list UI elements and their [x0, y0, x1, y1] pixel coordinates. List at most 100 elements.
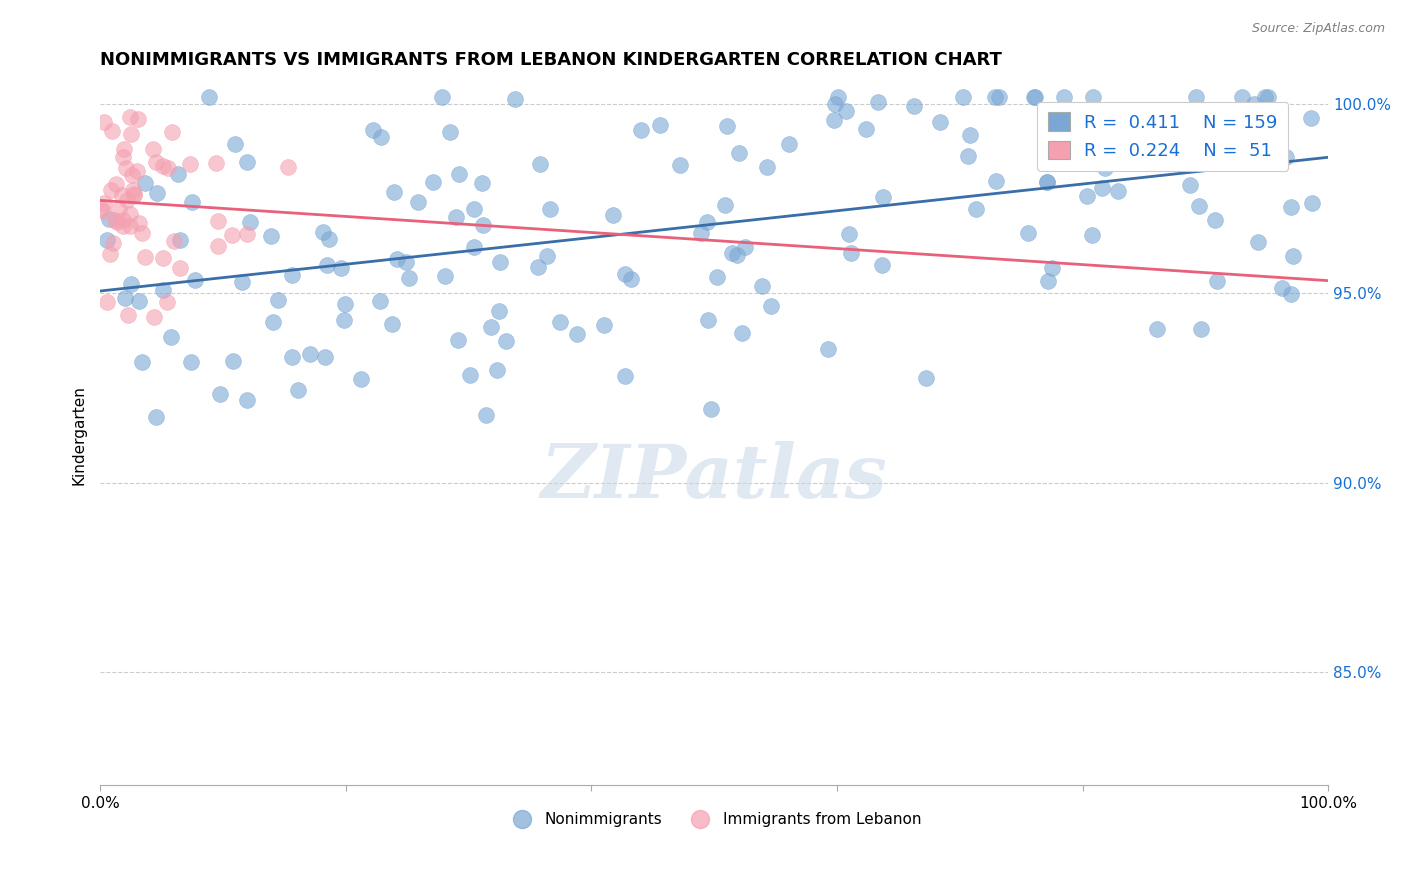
Y-axis label: Kindergarten: Kindergarten — [72, 385, 86, 485]
Point — [160, 329, 183, 343]
Point — [287, 383, 309, 397]
Point — [1279, 287, 1302, 301]
Point — [169, 260, 191, 275]
Point — [1275, 150, 1298, 164]
Point — [121, 168, 143, 182]
Point — [495, 334, 517, 349]
Point — [713, 198, 735, 212]
Point — [536, 249, 558, 263]
Point — [669, 158, 692, 172]
Point — [198, 90, 221, 104]
Point — [447, 333, 470, 347]
Legend: Nonimmigrants, Immigrants from Lebanon: Nonimmigrants, Immigrants from Lebanon — [501, 806, 928, 833]
Point — [1090, 181, 1112, 195]
Point — [316, 258, 339, 272]
Point — [180, 354, 202, 368]
Point — [866, 95, 889, 109]
Point — [104, 212, 127, 227]
Point — [716, 120, 738, 134]
Point — [1185, 90, 1208, 104]
Point — [115, 193, 138, 207]
Point — [134, 250, 156, 264]
Point — [471, 218, 494, 232]
Point — [406, 194, 429, 209]
Point — [957, 149, 980, 163]
Point — [312, 225, 335, 239]
Point — [127, 112, 149, 127]
Point — [1149, 107, 1171, 121]
Point — [444, 210, 467, 224]
Point — [1257, 90, 1279, 104]
Point — [183, 273, 205, 287]
Point — [221, 354, 243, 368]
Point — [1094, 161, 1116, 176]
Text: ZIPatlas: ZIPatlas — [541, 441, 887, 514]
Point — [838, 227, 860, 241]
Point — [613, 267, 636, 281]
Point — [205, 156, 228, 170]
Point — [1205, 274, 1227, 288]
Point — [1038, 274, 1060, 288]
Point — [207, 239, 229, 253]
Point — [131, 355, 153, 369]
Point — [143, 310, 166, 325]
Point — [827, 90, 849, 104]
Point — [870, 258, 893, 272]
Point — [1189, 322, 1212, 336]
Point — [1159, 110, 1181, 124]
Point — [370, 130, 392, 145]
Point — [1230, 90, 1253, 104]
Point — [335, 296, 357, 310]
Point — [93, 203, 115, 218]
Point — [179, 157, 201, 171]
Point — [1111, 130, 1133, 145]
Point — [914, 371, 936, 385]
Point — [236, 155, 259, 169]
Point — [965, 202, 987, 216]
Point — [167, 167, 190, 181]
Point — [1153, 103, 1175, 117]
Point — [1299, 111, 1322, 125]
Point — [475, 408, 498, 422]
Point — [314, 350, 336, 364]
Point — [398, 271, 420, 285]
Point — [503, 92, 526, 106]
Point — [650, 118, 672, 132]
Point — [1074, 123, 1097, 137]
Point — [619, 272, 641, 286]
Point — [152, 251, 174, 265]
Point — [100, 183, 122, 197]
Point — [817, 342, 839, 356]
Point — [120, 277, 142, 291]
Point — [695, 215, 717, 229]
Point — [382, 185, 405, 199]
Point — [146, 186, 169, 200]
Point — [236, 227, 259, 241]
Point — [755, 161, 778, 175]
Point — [207, 214, 229, 228]
Point — [115, 161, 138, 175]
Text: NONIMMIGRANTS VS IMMIGRANTS FROM LEBANON KINDERGARTEN CORRELATION CHART: NONIMMIGRANTS VS IMMIGRANTS FROM LEBANON… — [100, 51, 1002, 69]
Point — [329, 261, 352, 276]
Point — [112, 142, 135, 156]
Point — [368, 293, 391, 308]
Point — [731, 326, 754, 340]
Point — [488, 255, 510, 269]
Point — [1036, 175, 1059, 189]
Point — [118, 206, 141, 220]
Point — [180, 194, 202, 209]
Point — [111, 213, 134, 227]
Point — [479, 319, 502, 334]
Point — [725, 248, 748, 262]
Point — [778, 136, 800, 151]
Point — [1279, 201, 1302, 215]
Point — [872, 190, 894, 204]
Point — [333, 313, 356, 327]
Point — [630, 123, 652, 137]
Point — [835, 103, 858, 118]
Point — [1205, 142, 1227, 156]
Point — [959, 128, 981, 142]
Point — [111, 219, 134, 233]
Point — [706, 269, 728, 284]
Point — [486, 363, 509, 377]
